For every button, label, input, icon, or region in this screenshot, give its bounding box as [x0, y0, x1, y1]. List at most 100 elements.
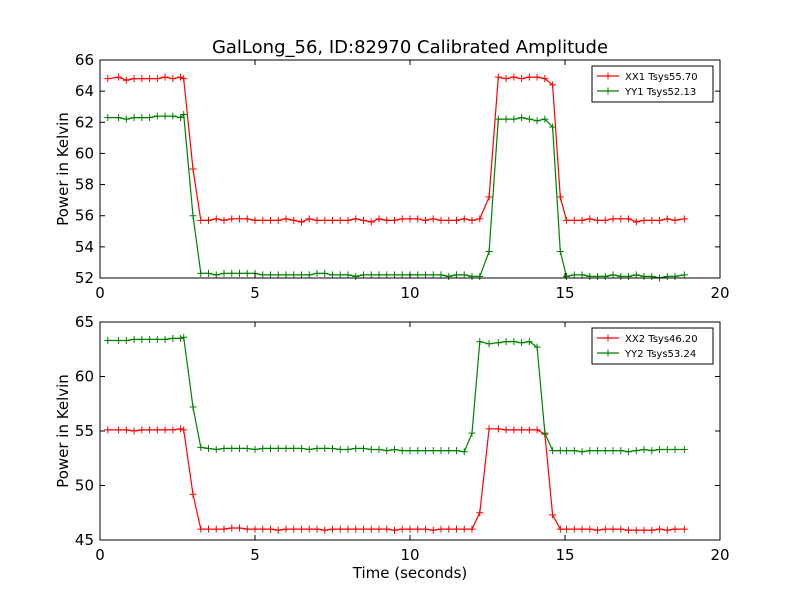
data-point: [298, 444, 305, 452]
data-point: [161, 73, 169, 81]
data-point: [220, 525, 228, 533]
data-point: [398, 215, 406, 223]
y-tick-label: 62: [75, 113, 94, 131]
y-tick-label: 56: [75, 207, 94, 225]
data-point: [259, 444, 267, 452]
data-point: [556, 447, 564, 455]
legend-label: XX1 Tsys55.70: [625, 72, 698, 83]
data-point: [205, 525, 212, 533]
data-point: [153, 426, 161, 434]
data-point: [429, 526, 437, 534]
y-tick-label: 64: [75, 82, 94, 100]
data-point: [267, 216, 274, 224]
data-point: [625, 448, 633, 456]
data-point: [510, 115, 518, 123]
data-point: [259, 216, 267, 224]
data-point: [329, 444, 336, 452]
data-point: [445, 447, 453, 455]
legend-label: XX2 Tsys46.20: [625, 334, 698, 345]
data-point: [313, 525, 321, 533]
data-point: [617, 272, 625, 280]
data-point: [429, 215, 437, 223]
data-point: [556, 193, 564, 201]
legend-box: [591, 65, 714, 103]
data-point: [533, 117, 541, 125]
data-point: [406, 447, 414, 455]
data-point: [122, 337, 130, 345]
data-point: [243, 444, 251, 452]
data-point: [541, 75, 549, 83]
data-point: [510, 426, 518, 434]
data-point: [360, 444, 367, 452]
data-point: [197, 269, 205, 277]
x-tick-label: 5: [250, 284, 260, 302]
data-point: [468, 216, 476, 224]
data-point: [518, 114, 526, 122]
figure-title: GalLong_56, ID:82970 Calibrated Amplitud…: [212, 37, 608, 58]
data-point: [146, 114, 154, 122]
legend: XX2 Tsys46.20 YY2 Tsys53.24: [591, 327, 714, 365]
data-point: [594, 526, 602, 534]
data-point: [138, 75, 146, 83]
data-point: [414, 215, 422, 223]
data-point: [197, 525, 205, 533]
data-point: [476, 272, 484, 280]
data-point: [321, 216, 329, 224]
data-point: [161, 426, 169, 434]
data-point: [406, 525, 414, 533]
data-point: [205, 444, 212, 452]
data-point: [375, 446, 383, 454]
legend-label: YY1 Tsys52.13: [624, 87, 696, 98]
data-point: [429, 271, 437, 279]
y-tick-label: 50: [75, 477, 94, 495]
data-point: [437, 525, 445, 533]
data-point: [161, 335, 169, 343]
data-point: [445, 216, 453, 224]
data-point: [640, 526, 648, 534]
data-point: [422, 271, 429, 279]
data-point: [197, 443, 205, 451]
data-point: [243, 525, 251, 533]
data-point: [609, 447, 617, 455]
data-point: [236, 215, 243, 223]
data-point: [267, 525, 274, 533]
data-point: [518, 75, 526, 83]
data-point: [146, 426, 154, 434]
data-point: [205, 269, 212, 277]
data-point: [104, 114, 112, 122]
data-point: [556, 248, 564, 256]
x-axis-label: Time (seconds): [352, 564, 468, 582]
data-point: [648, 447, 656, 455]
data-point: [290, 525, 298, 533]
data-point: [189, 212, 197, 220]
data-point: [282, 444, 290, 452]
data-point: [468, 429, 476, 437]
data-point: [344, 271, 352, 279]
data-point: [656, 216, 664, 224]
data-point: [617, 525, 625, 533]
data-point: [476, 509, 484, 517]
legend-marker: [604, 334, 612, 342]
data-point: [453, 216, 460, 224]
data-point: [290, 444, 298, 452]
data-point: [189, 403, 197, 411]
data-point: [541, 115, 549, 123]
data-point: [259, 525, 267, 533]
data-point: [298, 525, 305, 533]
data-point: [313, 216, 321, 224]
data-point: [578, 216, 586, 224]
data-point: [578, 525, 586, 533]
x-tick-label: 10: [400, 284, 419, 302]
data-point: [228, 444, 236, 452]
data-point: [648, 272, 656, 280]
data-point: [122, 115, 130, 123]
data-point: [429, 447, 437, 455]
data-point: [502, 426, 510, 434]
data-point: [104, 75, 112, 83]
data-point: [398, 271, 406, 279]
data-point: [161, 112, 169, 120]
data-point: [594, 216, 602, 224]
data-point: [251, 446, 259, 454]
x-tick-label: 15: [555, 546, 574, 564]
data-point: [228, 215, 236, 223]
